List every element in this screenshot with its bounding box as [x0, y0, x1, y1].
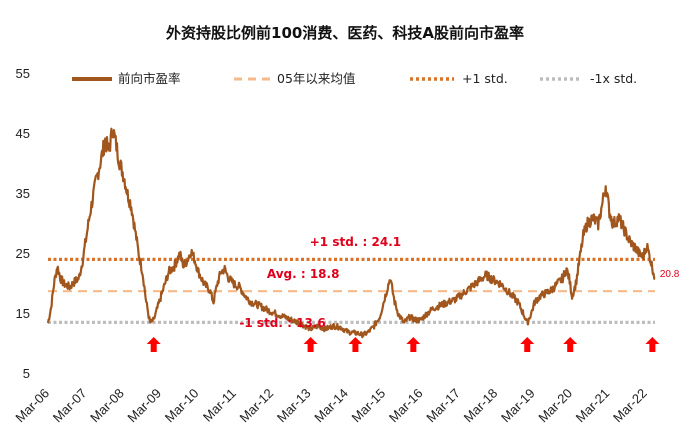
arrow-up-icon [406, 337, 421, 352]
annotation-label: +1 std. : 24.1 [310, 235, 401, 249]
x-tick-label: Mar-21 [573, 386, 613, 426]
x-tick-label: Mar-08 [87, 386, 127, 426]
arrow-up-icon [348, 337, 363, 352]
arrow-up-icon [146, 337, 161, 352]
legend-label-pe: 前向市盈率 [118, 71, 181, 86]
x-tick-label: Mar-15 [349, 386, 389, 426]
annotation-label: -1 std. : 13.6 [239, 316, 325, 330]
x-tick-label: Mar-17 [423, 386, 463, 426]
series-pe [46, 127, 656, 339]
y-tick-label: 25 [16, 246, 30, 261]
chart-title: 外资持股比例前100消费、医药、科技A股前向市盈率 [165, 24, 524, 42]
arrow-up-icon [520, 337, 535, 352]
low-markers [146, 337, 660, 352]
x-tick-label: Mar-10 [162, 386, 202, 426]
pe-line [46, 127, 656, 339]
x-tick-label: Mar-18 [461, 386, 501, 426]
legend-label-plus1: +1 std. [462, 71, 508, 86]
x-tick-label: Mar-14 [311, 386, 351, 426]
arrow-up-icon [645, 337, 660, 352]
y-tick-label: 15 [16, 306, 30, 321]
annotations: +1 std. : 24.1 Avg. : 18.8 -1 std. : 13.6 2… [239, 235, 679, 330]
legend-label-minus1: -1x std. [590, 71, 637, 86]
x-tick-label: Mar-06 [12, 386, 52, 426]
x-axis: Mar-06Mar-07Mar-08Mar-09Mar-10Mar-11Mar-… [12, 386, 649, 426]
reference-lines [48, 257, 655, 324]
y-tick-label: 55 [16, 66, 30, 81]
arrow-up-icon [303, 337, 318, 352]
legend-label-avg: 05年以来均值 [277, 71, 355, 86]
x-tick-label: Mar-13 [274, 386, 314, 426]
x-tick-label: Mar-07 [50, 386, 90, 426]
x-tick-label: Mar-16 [386, 386, 426, 426]
y-tick-label: 45 [16, 126, 30, 141]
annotation-label: 20.8 [660, 269, 680, 280]
x-tick-label: Mar-11 [200, 386, 239, 425]
y-tick-label: 35 [16, 186, 30, 201]
x-tick-label: Mar-12 [237, 386, 277, 426]
legend: 前向市盈率 05年以来均值 +1 std. -1x std. [72, 71, 637, 86]
y-axis: 5 15 25 35 45 55 [16, 66, 30, 381]
y-tick-label: 5 [23, 366, 30, 381]
x-tick-label: Mar-20 [535, 386, 575, 426]
annotation-label: Avg. : 18.8 [267, 267, 340, 281]
x-tick-label: Mar-09 [124, 386, 164, 426]
arrow-up-icon [563, 337, 578, 352]
x-tick-label: Mar-22 [610, 386, 650, 426]
x-tick-label: Mar-19 [498, 386, 538, 426]
